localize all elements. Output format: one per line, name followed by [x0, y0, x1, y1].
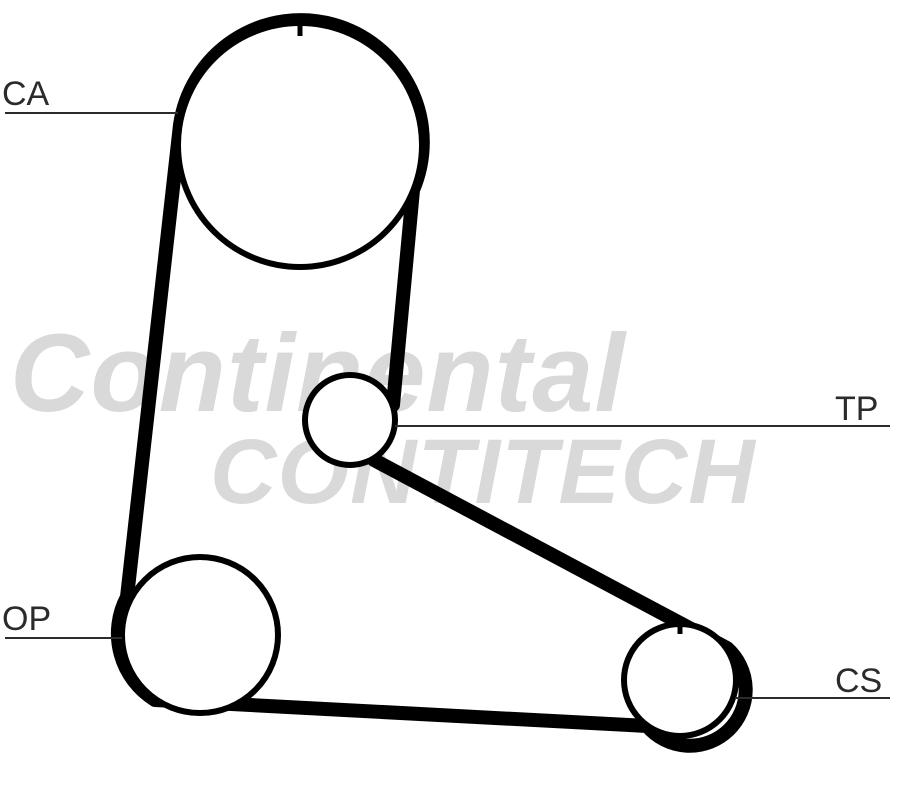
label-tp: TP: [835, 390, 878, 429]
pulley-tp: [305, 375, 395, 465]
belt-routing-diagram: [0, 0, 900, 789]
label-op: OP: [2, 600, 51, 639]
pulley-ca: [178, 23, 422, 267]
label-cs: CS: [835, 662, 882, 701]
pulley-cs: [624, 624, 736, 736]
label-ca: CA: [2, 75, 49, 114]
pulley-op: [122, 557, 278, 713]
leader-tp: [395, 425, 890, 427]
